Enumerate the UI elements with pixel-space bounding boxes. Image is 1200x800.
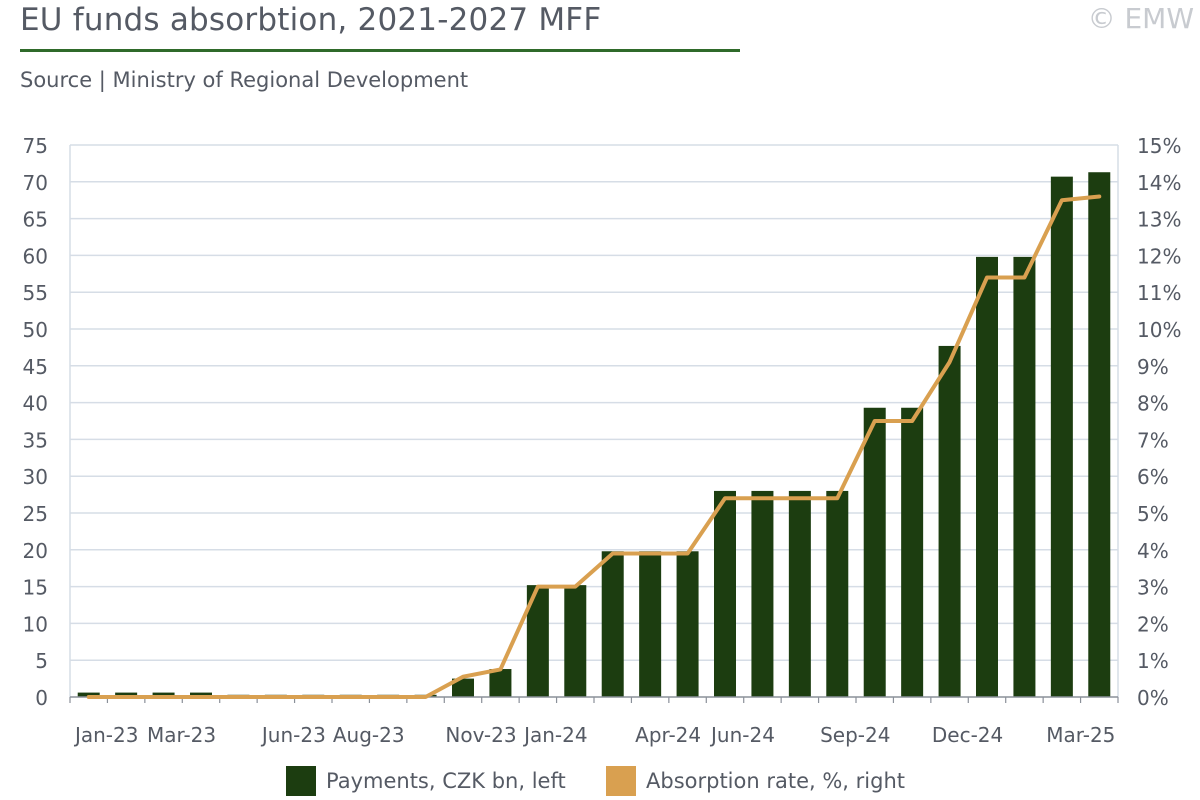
bar — [976, 257, 998, 697]
y-left-tick-label: 50 — [23, 318, 48, 342]
y-right-tick-label: 2% — [1137, 612, 1169, 636]
x-tick-label: Jan-23 — [73, 723, 139, 747]
x-tick-label: Aug-23 — [333, 723, 405, 747]
legend: Payments, CZK bn, left Absorption rate, … — [0, 762, 1200, 800]
y-left-tick-label: 20 — [23, 539, 48, 563]
y-left-tick-label: 30 — [23, 465, 48, 489]
bar — [489, 669, 511, 697]
y-right-tick-label: 11% — [1137, 281, 1181, 305]
bar — [564, 585, 586, 697]
bar — [677, 551, 699, 697]
y-left-tick-label: 55 — [23, 281, 48, 305]
y-right-tick-label: 9% — [1137, 355, 1169, 379]
bar — [602, 551, 624, 697]
x-tick-label: Sep-24 — [820, 723, 890, 747]
bar — [751, 491, 773, 697]
y-left-tick-label: 5 — [35, 649, 48, 673]
legend-swatch-payments — [286, 766, 316, 796]
y-right-tick-label: 15% — [1137, 134, 1181, 158]
y-right-tick-label: 14% — [1137, 171, 1181, 195]
bar — [789, 491, 811, 697]
y-left-tick-label: 10 — [23, 612, 48, 636]
y-left-tick-label: 70 — [23, 171, 48, 195]
y-left-tick-label: 15 — [23, 576, 48, 600]
bar — [1051, 177, 1073, 697]
bar — [1013, 257, 1035, 697]
y-right-tick-label: 4% — [1137, 539, 1169, 563]
bar — [639, 551, 661, 697]
y-right-tick-label: 5% — [1137, 502, 1169, 526]
y-right-tick-label: 10% — [1137, 318, 1181, 342]
y-left-tick-label: 0 — [35, 686, 48, 710]
chart: 0 5 10 15 20 25 30 35 40 45 50 55 60 65 70 75 0% 1% 2% 3% 4%… — [0, 0, 1200, 760]
y-right-tick-label: 8% — [1137, 392, 1169, 416]
y-right-tick-label: 13% — [1137, 208, 1181, 232]
x-tick-label: Dec-24 — [932, 723, 1003, 747]
legend-item-absorption: Absorption rate, %, right — [606, 766, 905, 796]
legend-label-absorption: Absorption rate, %, right — [646, 769, 905, 793]
x-tick-label: Jan-24 — [522, 723, 588, 747]
legend-item-payments: Payments, CZK bn, left — [286, 766, 566, 796]
x-tick-label: Mar-23 — [147, 723, 216, 747]
bar — [901, 408, 923, 697]
y-right-tick-label: 6% — [1137, 465, 1169, 489]
legend-swatch-absorption — [606, 766, 636, 796]
y-left-tick-label: 75 — [23, 134, 48, 158]
y-left-tick-label: 40 — [23, 392, 48, 416]
x-tick-label: Nov-23 — [445, 723, 516, 747]
y-left-tick-label: 60 — [23, 244, 48, 268]
x-tick-label: Jun-23 — [260, 723, 326, 747]
y-right-tick-label: 3% — [1137, 576, 1169, 600]
bar — [1088, 172, 1110, 697]
y-left-tick-label: 65 — [23, 208, 48, 232]
y-right-tick-label: 0% — [1137, 686, 1169, 710]
bar — [939, 346, 961, 697]
y-right-tick-label: 7% — [1137, 428, 1169, 452]
y-left-tick-label: 45 — [23, 355, 48, 379]
y-left-tick-label: 35 — [23, 428, 48, 452]
y-right-tick-label: 1% — [1137, 649, 1169, 673]
bar — [826, 491, 848, 697]
x-tick-label: Apr-24 — [635, 723, 701, 747]
x-tick-label: Mar-25 — [1046, 723, 1115, 747]
legend-label-payments: Payments, CZK bn, left — [326, 769, 566, 793]
bar — [714, 491, 736, 697]
y-left-tick-label: 25 — [23, 502, 48, 526]
bar — [864, 408, 886, 697]
y-right-tick-label: 12% — [1137, 244, 1181, 268]
x-tick-label: Jun-24 — [709, 723, 775, 747]
